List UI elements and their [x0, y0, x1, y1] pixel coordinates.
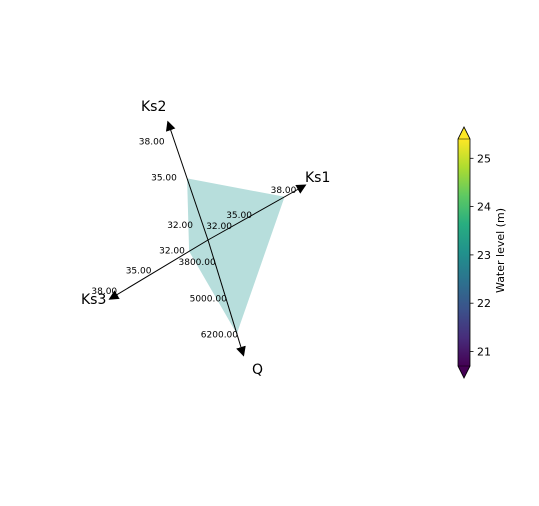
tick-label-ks3-0: 32.00: [159, 246, 185, 256]
tick-label-ks2-2: 38.00: [139, 138, 165, 148]
tick-label-ks2-1: 35.00: [151, 173, 177, 183]
tick-label-ks1-2: 38.00: [271, 186, 297, 196]
axis-label-q: Q: [252, 362, 263, 378]
colorbar-outline: [457, 126, 471, 379]
tick-label-q-2: 6200.00: [201, 331, 238, 341]
colorbar-extend-min: [457, 365, 471, 379]
value-polygon: [187, 178, 285, 334]
tick-label-ks3-1: 35.00: [126, 266, 152, 276]
tick-label-ks1-0: 32.00: [206, 222, 232, 232]
colorbar-gradient: [458, 139, 470, 366]
tick-label-ks1-1: 35.00: [226, 211, 252, 221]
colorbar-tick-label-0: 21: [477, 346, 491, 359]
axis-label-ks2: Ks2: [141, 99, 166, 115]
colorbar-tick-label-1: 22: [477, 297, 491, 310]
colorbar-extend-max: [457, 126, 471, 140]
tick-label-ks3-2: 38.00: [91, 287, 117, 297]
colorbar-label: Water level (m): [494, 208, 507, 293]
colorbar-tick-label-2: 23: [477, 249, 491, 262]
axis-label-ks3: Ks3: [81, 292, 106, 308]
axis-ks1-arrow: [207, 184, 307, 241]
axis-ks2-arrow: [165, 120, 209, 241]
axis-ks3-arrow: [108, 239, 209, 300]
tick-label-q-0: 3800.00: [179, 258, 216, 268]
axis-q-arrow: [207, 239, 246, 357]
colorbar-tick-label-3: 24: [477, 201, 491, 214]
colorbar-tick-label-4: 25: [477, 152, 491, 165]
tick-label-q-1: 5000.00: [190, 294, 227, 304]
axis-label-ks1: Ks1: [305, 170, 330, 186]
tick-label-ks2-0: 32.00: [167, 221, 193, 231]
